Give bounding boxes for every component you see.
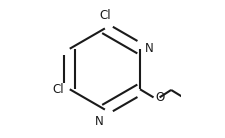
Text: O: O [155,91,164,104]
Text: Cl: Cl [52,83,64,96]
Text: Cl: Cl [99,9,110,22]
Text: N: N [94,115,103,128]
Text: N: N [144,42,153,55]
